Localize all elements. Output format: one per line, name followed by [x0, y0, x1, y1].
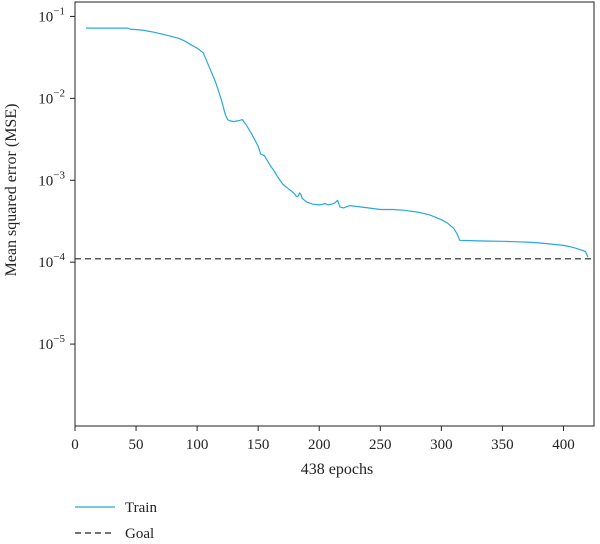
x-tick-label: 250 [369, 437, 392, 453]
y-tick-label: 10−1 [38, 5, 65, 25]
y-axis-ticks: 10−1 10−2 10−3 10−4 10−5 [38, 5, 75, 353]
series-line-train [86, 27, 589, 258]
series-layer [75, 27, 594, 260]
y-tick-label: 10−5 [38, 333, 65, 353]
x-tick-label: 0 [71, 437, 79, 453]
x-tick-label: 300 [430, 437, 453, 453]
y-tick-label: 10−2 [38, 87, 65, 107]
x-tick-label: 100 [186, 437, 209, 453]
legend: Train Goal [75, 500, 157, 542]
x-tick-label: 350 [491, 437, 514, 453]
legend-train-label: Train [125, 500, 157, 516]
x-axis-label: 438 epochs [301, 461, 373, 478]
x-tick-label: 150 [247, 437, 270, 453]
y-tick-label: 10−3 [38, 169, 65, 189]
x-tick-label: 200 [308, 437, 331, 453]
x-tick-label: 50 [129, 437, 144, 453]
legend-goal-label: Goal [125, 526, 154, 542]
x-tick-label: 400 [552, 437, 575, 453]
y-axis-label: Mean squared error (MSE) [3, 104, 20, 277]
y-tick-label: 10−4 [38, 251, 65, 271]
x-axis-ticks: 0 50 100 150 200 250 300 350 400 [71, 426, 575, 453]
plot-area-frame [74, 1, 595, 427]
